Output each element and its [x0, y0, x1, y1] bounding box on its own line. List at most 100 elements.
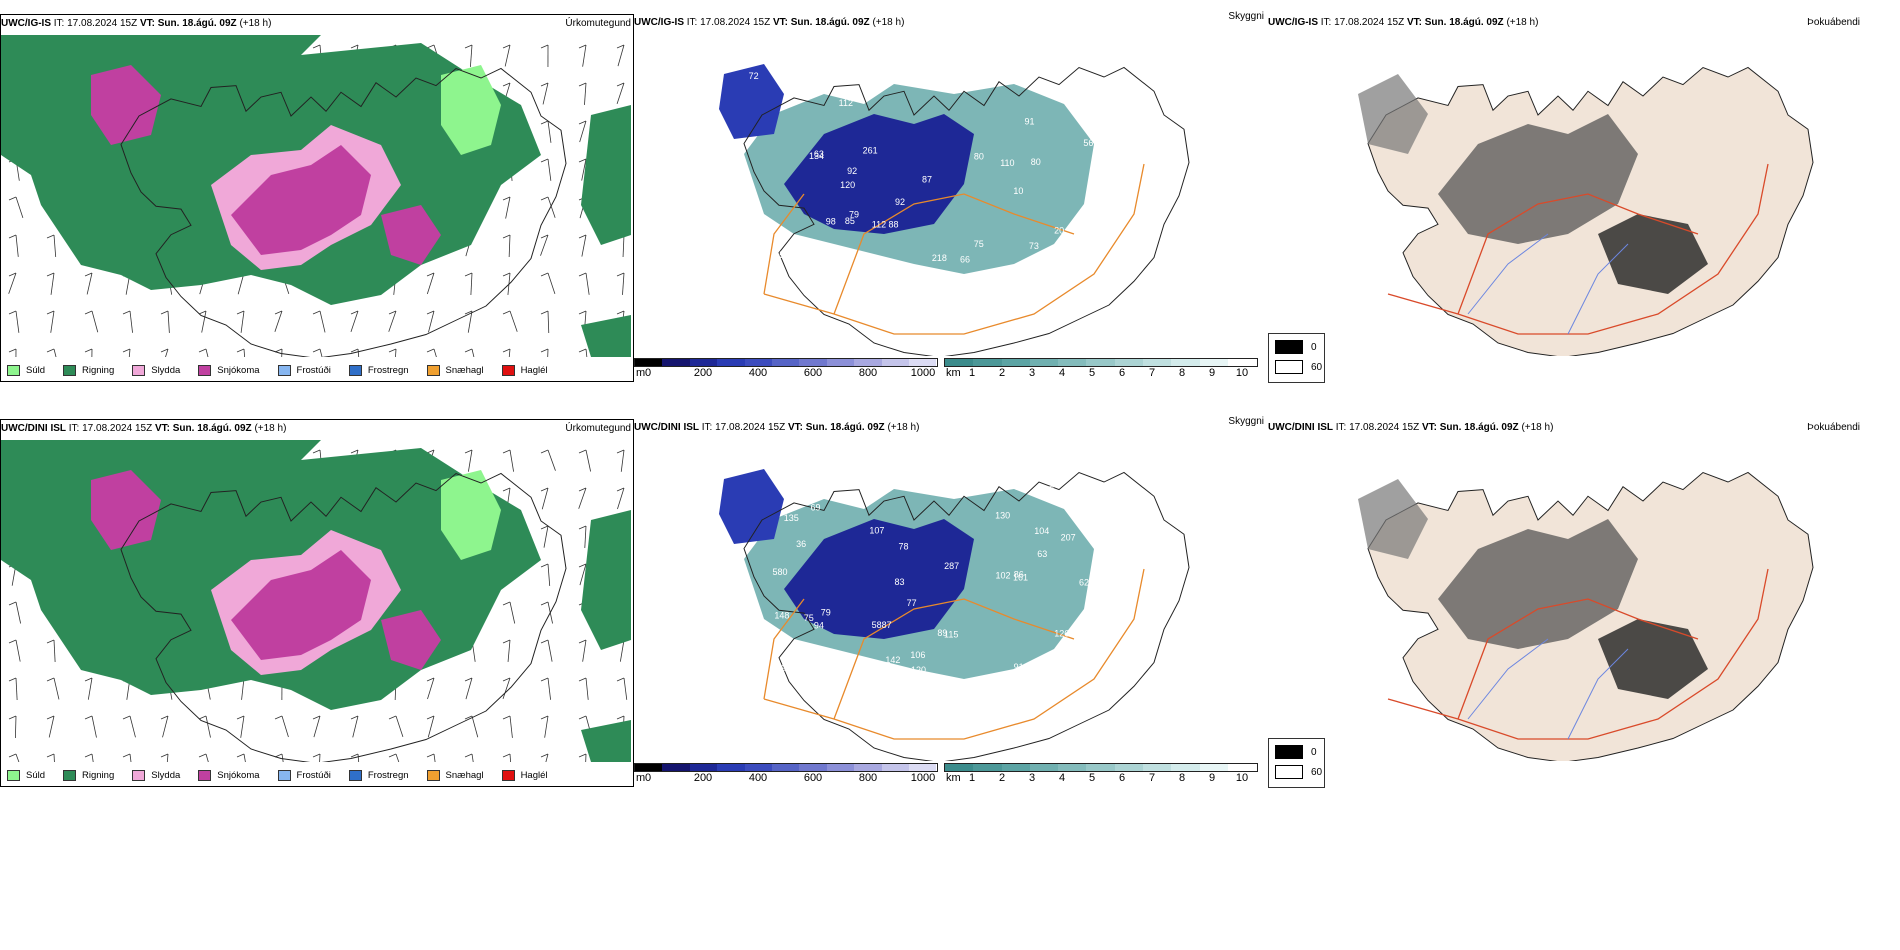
- cloud-base-label: 79: [821, 608, 831, 618]
- panel-title: Úrkomutegund: [565, 18, 631, 29]
- wind-barb: [48, 715, 55, 738]
- precip-map: [1, 35, 631, 357]
- colorbar-tick: 400: [748, 772, 768, 784]
- colorbar-tick: 3: [1028, 772, 1036, 784]
- fog-legend-swatch: [1275, 340, 1303, 354]
- wind-barb-flag: [540, 158, 549, 163]
- wind-barb: [622, 234, 625, 257]
- model-name: UWC/DINI ISL: [1268, 422, 1333, 433]
- wind-barb-flag: [84, 348, 93, 353]
- it-value: 17.08.2024 15Z: [82, 423, 153, 434]
- cloud-base-label: 86: [1014, 569, 1024, 579]
- wind-barb-flag: [540, 196, 549, 201]
- wind-barb: [91, 310, 99, 333]
- fog-legend-label: 0: [1311, 341, 1317, 353]
- wind-barb: [579, 563, 587, 586]
- fog-legend-row: 60: [1275, 360, 1322, 374]
- colorbar-unit: km: [946, 367, 961, 379]
- wind-barb: [240, 310, 245, 333]
- visibility-panel: UWC/IG-IS IT: 17.08.2024 15Z VT: Sun. 18…: [634, 11, 1266, 380]
- wind-barb: [547, 639, 553, 662]
- wind-barb-flag: [350, 310, 359, 315]
- wind-barb: [428, 310, 435, 333]
- wind-barb-flag: [578, 310, 587, 315]
- cloud-base-label: 98: [826, 217, 836, 227]
- wind-barb: [274, 310, 283, 332]
- wind-barb: [547, 310, 550, 334]
- wind-barb: [540, 234, 549, 256]
- snow-area: [231, 145, 371, 255]
- cloud-base-label: 92: [847, 166, 857, 176]
- wind-barb: [281, 348, 283, 357]
- wind-barb-flag: [160, 310, 169, 315]
- wind-barb: [15, 677, 18, 700]
- cloud-base-label: 87: [1044, 484, 1054, 494]
- legend-label: Haglél: [520, 769, 548, 781]
- precip-type-panel: UWC/DINI ISL IT: 17.08.2024 15Z VT: Sun.…: [0, 419, 634, 787]
- model-name: UWC/DINI ISL: [634, 422, 699, 433]
- wind-barb: [205, 348, 209, 357]
- legend-item: Frostúði: [277, 769, 331, 781]
- wind-barb: [53, 753, 55, 762]
- legend-swatch: [348, 769, 362, 781]
- panel-header: UWC/IG-IS IT: 17.08.2024 15Z VT: Sun. 18…: [634, 14, 904, 32]
- wind-barb: [129, 753, 132, 762]
- wind-barb: [427, 715, 435, 738]
- cloud-base-label: 130: [755, 241, 770, 251]
- wind-barb: [240, 715, 245, 738]
- wind-barb: [241, 677, 245, 700]
- fog-map: [1358, 472, 1814, 761]
- wind-barb-flag: [236, 310, 245, 315]
- legend-item: Frostregn: [348, 769, 409, 781]
- wind-barb-flag: [616, 677, 625, 682]
- visibility-panel: UWC/DINI ISL IT: 17.08.2024 15Z VT: Sun.…: [634, 416, 1266, 785]
- legend-swatch: [198, 364, 212, 376]
- wind-barb: [87, 677, 93, 700]
- wind-barb-flag: [274, 715, 283, 720]
- wind-barb: [504, 44, 511, 67]
- wind-barb: [243, 348, 246, 357]
- wind-barb-flag: [46, 715, 55, 720]
- cloud-base-label: 120: [789, 71, 804, 81]
- wind-barb: [15, 639, 21, 662]
- snow-area: [91, 470, 161, 550]
- wind-barb-flag: [84, 310, 93, 315]
- legend-item: Slydda: [132, 364, 180, 376]
- cloud-base-label: 73: [1029, 241, 1039, 251]
- wind-barb-flag: [8, 753, 17, 758]
- colorbar-tick: 200: [693, 367, 713, 379]
- wind-barb-flag: [312, 44, 321, 49]
- wind-barb-flag: [388, 348, 397, 353]
- wind-barb-flag: [502, 715, 511, 720]
- cloud-base-map: 102 91 86 77 106 107 83 75 87 62 94 69 94 207 199 160 11…: [719, 469, 1190, 761]
- legend-label: Súld: [26, 769, 46, 781]
- wind-barb-flag: [8, 348, 17, 353]
- cloud-base-colorbar: m 0 200 400 600 800 1000: [634, 358, 938, 380]
- cloud-base-label: 63: [1037, 549, 1047, 559]
- legend-item: Rigning: [63, 364, 115, 376]
- wind-barb-flag: [350, 348, 359, 353]
- legend-swatch: [426, 364, 440, 376]
- cloud-base-label: 106: [910, 650, 925, 660]
- colorbar-tick: 1: [968, 772, 976, 784]
- colorbar-tick: 7: [1148, 367, 1156, 379]
- wind-barb-flag: [540, 348, 549, 353]
- wind-barb-flag: [578, 525, 587, 530]
- cloud-base-field: [719, 64, 784, 139]
- legend-label: Haglél: [520, 364, 548, 376]
- legend-item: Snæhagl: [426, 769, 484, 781]
- wind-barb: [578, 487, 587, 509]
- wind-barb: [319, 310, 326, 333]
- it-label: IT:: [1335, 422, 1347, 433]
- wind-barb: [357, 753, 360, 762]
- wind-barb: [205, 753, 209, 762]
- cloud-base-label: 80: [1031, 157, 1041, 167]
- colorbar-tick: 8: [1178, 772, 1186, 784]
- wind-barb: [544, 715, 549, 738]
- vt-value: Sun. 18.ágú. 09Z: [157, 18, 237, 29]
- cloud-base-label: 159: [774, 250, 789, 260]
- wind-barb: [509, 601, 516, 624]
- legend-label: Rigning: [82, 364, 115, 376]
- precip-legend: Súld Rigning Slydda Snjókoma Frostúði Frostre…: [1, 359, 560, 381]
- wind-barb-flag: [578, 120, 587, 125]
